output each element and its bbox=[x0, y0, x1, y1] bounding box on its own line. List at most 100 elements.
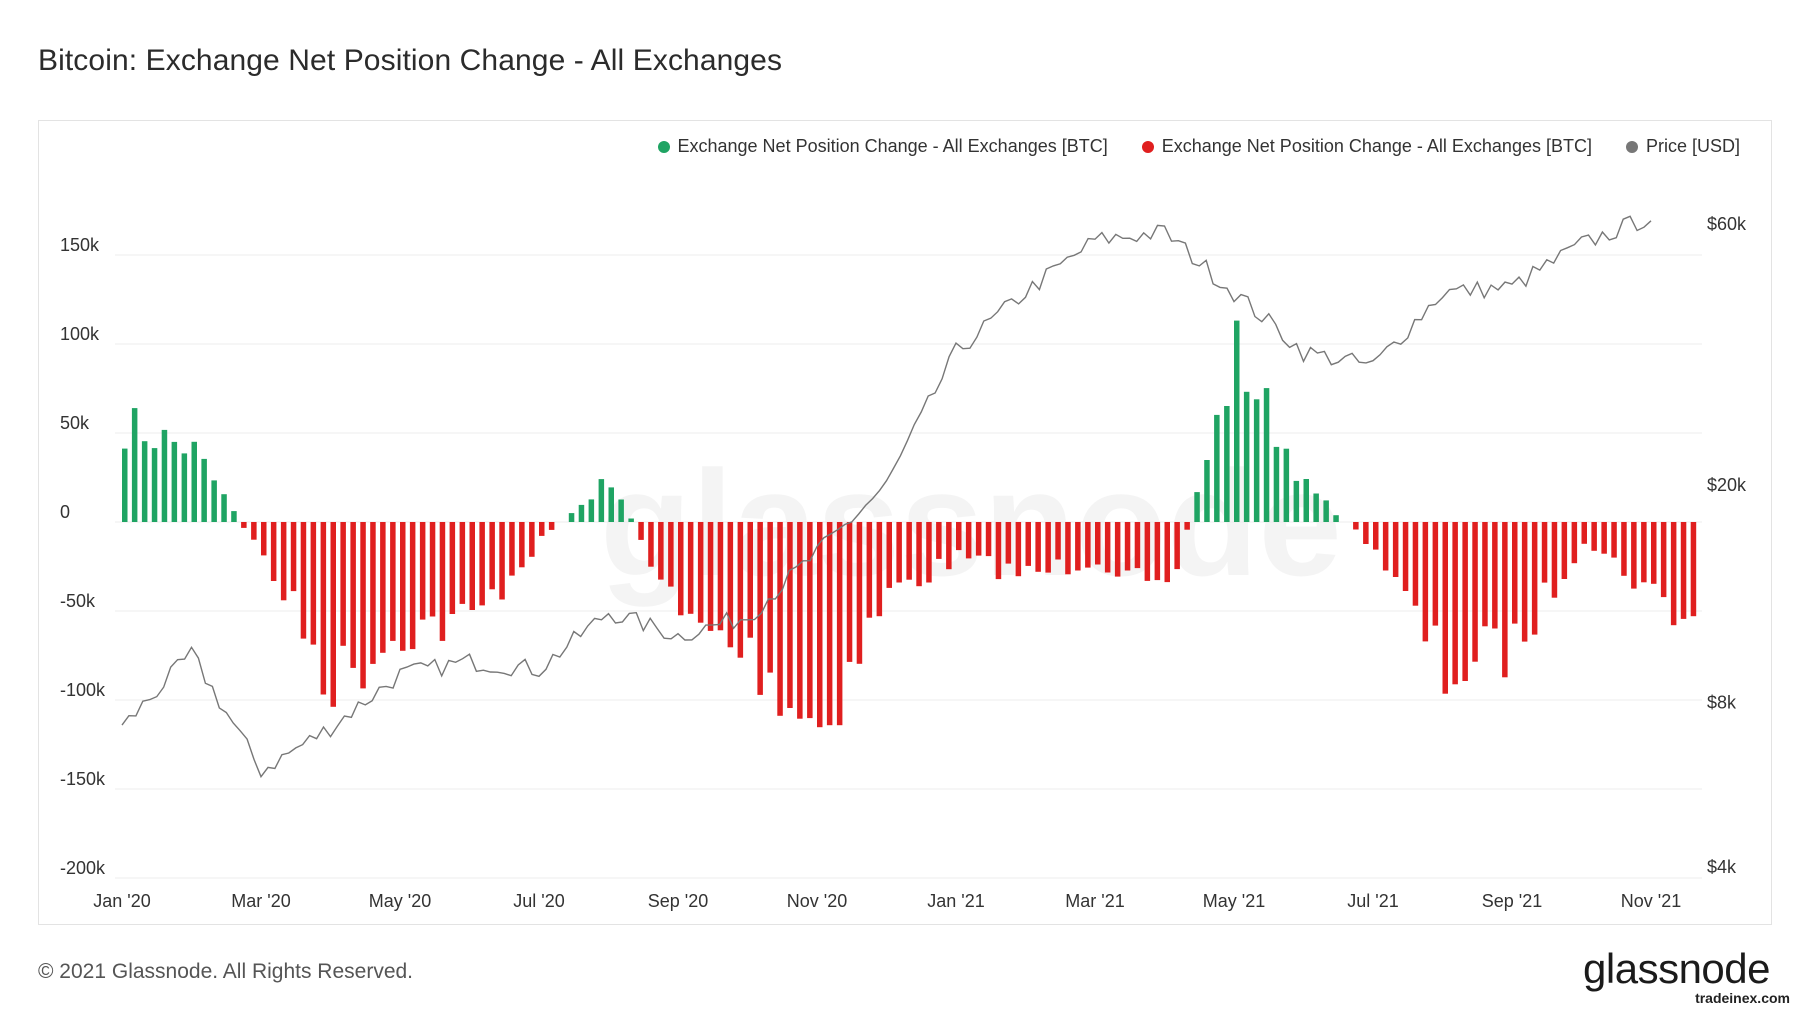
netflow-bar bbox=[876, 522, 883, 617]
netflow-bar bbox=[1144, 522, 1151, 581]
legend-item-outflow[interactable]: Exchange Net Position Change - All Excha… bbox=[1141, 136, 1592, 157]
netflow-bar bbox=[658, 522, 664, 580]
netflow-bar bbox=[1095, 522, 1101, 565]
legend-dot-price-icon bbox=[1625, 140, 1638, 153]
netflow-bar bbox=[419, 522, 426, 620]
netflow-bar bbox=[1243, 391, 1250, 522]
netflow-bar bbox=[1353, 522, 1359, 530]
netflow-bar bbox=[1482, 522, 1488, 627]
y-left-tick-label: 0 bbox=[60, 502, 70, 522]
netflow-bar bbox=[1035, 522, 1041, 572]
netflow-bar bbox=[1631, 522, 1637, 589]
netflow-bar bbox=[429, 522, 436, 617]
netflow-bar bbox=[1333, 515, 1339, 522]
legend-dot-outflow-icon bbox=[1141, 140, 1154, 153]
netflow-bar bbox=[1134, 522, 1141, 569]
netflow-bar bbox=[330, 522, 336, 707]
netflow-bar bbox=[1194, 492, 1200, 522]
netflow-bar bbox=[965, 522, 972, 559]
netflow-bar bbox=[191, 441, 197, 522]
netflow-bar bbox=[1085, 522, 1091, 568]
netflow-bar bbox=[280, 522, 287, 601]
netflow-bar bbox=[1124, 522, 1131, 571]
netflow-bar bbox=[1104, 522, 1111, 573]
netflow-bar bbox=[1025, 522, 1031, 566]
netflow-bar bbox=[171, 441, 178, 522]
x-tick-label: Jan '20 bbox=[93, 891, 150, 911]
x-tick-label: Jan '21 bbox=[927, 891, 984, 911]
glassnode-logo[interactable]: glassnode bbox=[1583, 945, 1770, 992]
netflow-bar bbox=[668, 522, 674, 587]
netflow-bar bbox=[1055, 522, 1061, 560]
netflow-bar bbox=[707, 522, 714, 631]
netflow-bars bbox=[122, 320, 1697, 728]
netflow-bar bbox=[1462, 522, 1468, 681]
netflow-bar bbox=[1512, 522, 1518, 624]
x-axis: Jan '20 Mar '20 May '20 Jul '20 Sep '20 Nov '… bbox=[93, 891, 1681, 911]
netflow-bar bbox=[866, 522, 873, 618]
x-tick-label: May '20 bbox=[369, 891, 431, 911]
netflow-bar bbox=[350, 522, 356, 668]
legend-item-price[interactable]: Price [USD] bbox=[1625, 136, 1740, 157]
netflow-bar bbox=[1680, 522, 1687, 619]
y-left-tick-label: -50k bbox=[60, 591, 96, 611]
chart-legend: Exchange Net Position Change - All Excha… bbox=[657, 136, 1740, 157]
netflow-bar bbox=[836, 522, 843, 726]
netflow-bar bbox=[777, 522, 783, 716]
netflow-bar bbox=[648, 522, 654, 567]
y-right-tick-label: $60k bbox=[1707, 214, 1747, 234]
copyright-text: © 2021 Glassnode. All Rights Reserved. bbox=[38, 960, 414, 983]
legend-item-inflow[interactable]: Exchange Net Position Change - All Excha… bbox=[657, 136, 1108, 157]
netflow-bar bbox=[1373, 522, 1379, 550]
netflow-bar bbox=[628, 518, 634, 522]
netflow-bar bbox=[1313, 493, 1319, 522]
netflow-bar bbox=[231, 511, 237, 522]
netflow-bar bbox=[390, 522, 396, 641]
netflow-bar bbox=[1541, 522, 1548, 583]
chart-panel bbox=[38, 120, 1772, 925]
netflow-bar bbox=[568, 513, 575, 522]
netflow-bar bbox=[797, 522, 803, 719]
netflow-bar bbox=[1015, 522, 1022, 577]
netflow-bar bbox=[1422, 522, 1429, 642]
netflow-bar bbox=[439, 522, 446, 641]
netflow-bar bbox=[221, 494, 227, 522]
netflow-bar bbox=[1442, 522, 1448, 694]
netflow-bar bbox=[1065, 522, 1071, 575]
netflow-bar bbox=[122, 448, 128, 522]
netflow-bar bbox=[697, 522, 704, 623]
netflow-bar bbox=[1651, 522, 1657, 584]
netflow-bar bbox=[469, 522, 475, 610]
chart-title: Bitcoin: Exchange Net Position Change - … bbox=[38, 44, 783, 77]
netflow-bar bbox=[1551, 522, 1558, 598]
x-tick-label: Mar '20 bbox=[231, 891, 290, 911]
netflow-bar bbox=[926, 522, 932, 583]
netflow-bar bbox=[1660, 522, 1667, 598]
netflow-bar bbox=[916, 522, 922, 587]
netflow-bar bbox=[131, 408, 138, 522]
netflow-bar bbox=[479, 522, 485, 606]
netflow-bar bbox=[290, 522, 297, 592]
y-left-tick-label: 100k bbox=[60, 324, 100, 344]
netflow-bar bbox=[400, 522, 406, 651]
netflow-bar bbox=[598, 479, 605, 522]
netflow-bar bbox=[1224, 406, 1230, 522]
netflow-bar bbox=[1392, 522, 1399, 577]
netflow-bar bbox=[717, 522, 724, 631]
netflow-bar bbox=[340, 522, 346, 646]
y-left-tick-label: -200k bbox=[60, 858, 106, 878]
netflow-bar bbox=[181, 453, 188, 522]
netflow-bar bbox=[449, 522, 456, 614]
netflow-bar bbox=[1174, 522, 1180, 570]
netflow-bar bbox=[1114, 522, 1121, 577]
netflow-bar bbox=[300, 522, 307, 639]
netflow-bar bbox=[787, 522, 793, 708]
y-left-tick-label: -150k bbox=[60, 769, 106, 789]
netflow-bar bbox=[588, 499, 595, 522]
netflow-bar bbox=[985, 522, 992, 557]
netflow-bar bbox=[211, 480, 217, 522]
y-right-tick-label: $8k bbox=[1707, 692, 1737, 712]
price-series-line bbox=[121, 215, 1652, 779]
netflow-bar bbox=[896, 522, 902, 583]
x-tick-label: Sep '20 bbox=[648, 891, 709, 911]
